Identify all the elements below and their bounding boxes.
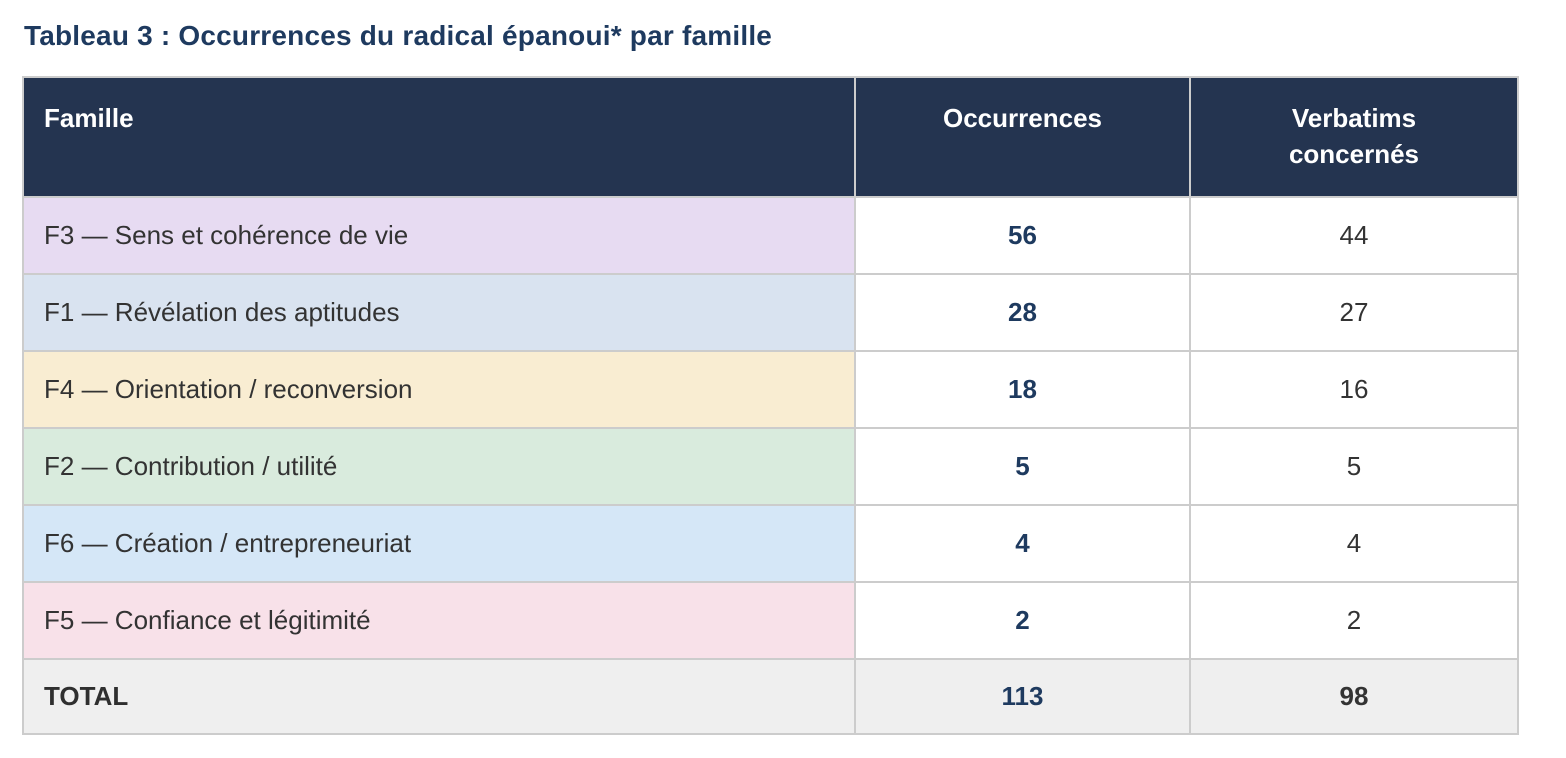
table-header: Famille Occurrences Verbatims concernés xyxy=(22,76,1519,198)
famille-cell: F1 — Révélation des aptitudes xyxy=(22,273,856,352)
occurrences-table: Famille Occurrences Verbatims concernés … xyxy=(22,76,1519,735)
table-row-f2: F2 — Contribution / utilité 5 5 xyxy=(22,427,1519,506)
verbatims-cell: 5 xyxy=(1189,427,1519,506)
header-row: Famille Occurrences Verbatims concernés xyxy=(22,76,1519,198)
occurrences-cell: 2 xyxy=(854,581,1191,660)
occurrences-cell: 28 xyxy=(854,273,1191,352)
famille-cell: F5 — Confiance et légitimité xyxy=(22,581,856,660)
total-verbatims-cell: 98 xyxy=(1189,658,1519,735)
occurrences-cell: 18 xyxy=(854,350,1191,429)
occurrences-cell: 56 xyxy=(854,196,1191,275)
table-body: F3 — Sens et cohérence de vie 56 44 F1 —… xyxy=(22,196,1519,735)
table-row-f6: F6 — Création / entrepreneuriat 4 4 xyxy=(22,504,1519,583)
occurrences-cell: 4 xyxy=(854,504,1191,583)
verbatims-cell: 44 xyxy=(1189,196,1519,275)
column-header-verbatims: Verbatims concernés xyxy=(1189,76,1519,198)
famille-cell: F2 — Contribution / utilité xyxy=(22,427,856,506)
column-header-occurrences: Occurrences xyxy=(854,76,1191,198)
total-label-cell: TOTAL xyxy=(22,658,856,735)
famille-cell: F4 — Orientation / reconversion xyxy=(22,350,856,429)
table-row-f3: F3 — Sens et cohérence de vie 56 44 xyxy=(22,196,1519,275)
famille-cell: F3 — Sens et cohérence de vie xyxy=(22,196,856,275)
verbatims-cell: 4 xyxy=(1189,504,1519,583)
verbatims-cell: 27 xyxy=(1189,273,1519,352)
page: Tableau 3 : Occurrences du radical épano… xyxy=(22,20,1519,735)
column-header-famille: Famille xyxy=(22,76,856,198)
famille-cell: F6 — Création / entrepreneuriat xyxy=(22,504,856,583)
total-occurrences-cell: 113 xyxy=(854,658,1191,735)
total-row: TOTAL 113 98 xyxy=(22,658,1519,735)
table-row-f1: F1 — Révélation des aptitudes 28 27 xyxy=(22,273,1519,352)
table-row-f4: F4 — Orientation / reconversion 18 16 xyxy=(22,350,1519,429)
occurrences-cell: 5 xyxy=(854,427,1191,506)
table-row-f5: F5 — Confiance et légitimité 2 2 xyxy=(22,581,1519,660)
table-title: Tableau 3 : Occurrences du radical épano… xyxy=(24,20,773,51)
verbatims-cell: 16 xyxy=(1189,350,1519,429)
verbatims-cell: 2 xyxy=(1189,581,1519,660)
column-header-verbatims-label: Verbatims concernés xyxy=(1288,103,1420,169)
